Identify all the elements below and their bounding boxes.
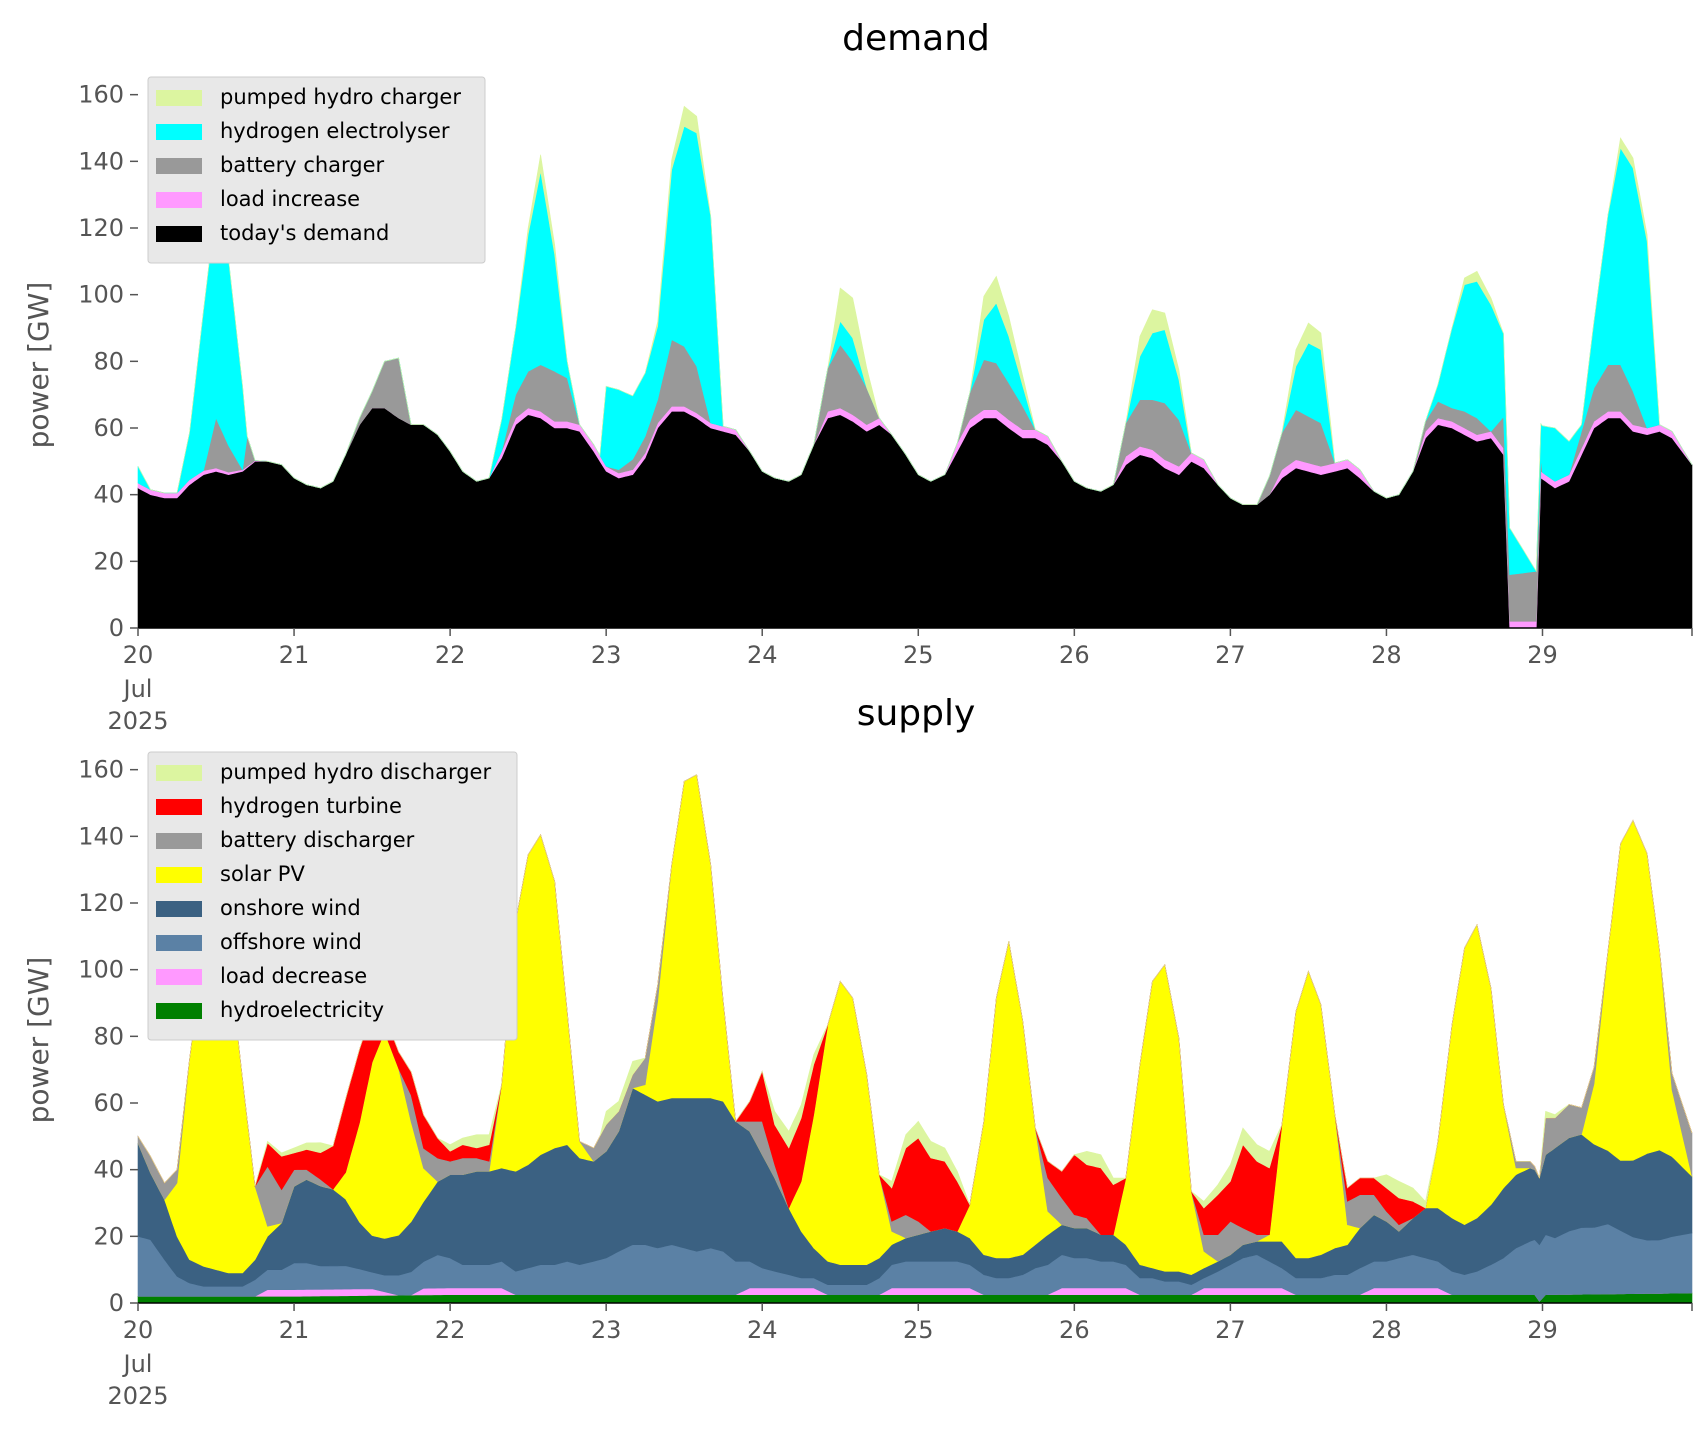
stacked-areas xyxy=(137,774,1693,1304)
y-tick-label: 40 xyxy=(93,481,124,509)
chart-title: supply xyxy=(857,693,976,734)
x-tick-label: 20 xyxy=(123,641,154,669)
y-tick-label: 80 xyxy=(93,1022,124,1050)
legend-label-load-decrease: load decrease xyxy=(220,964,367,988)
x-tick-label: 26 xyxy=(1059,1316,1090,1344)
legend-swatch-onshore-wind xyxy=(156,901,202,917)
legend-label-hydrogen-turbine: hydrogen turbine xyxy=(220,794,402,818)
legend-label-today-s-demand: today's demand xyxy=(220,221,389,245)
y-tick-label: 160 xyxy=(78,81,124,109)
legend-swatch-hydrogen-electrolyser xyxy=(156,124,202,140)
legend-swatch-solar-pv xyxy=(156,867,202,883)
legend-box xyxy=(147,76,486,264)
legend: pumped hydro discharger hydrogen turbine b… xyxy=(147,751,518,1041)
y-tick-label: 120 xyxy=(78,214,124,242)
legend-swatch-load-increase xyxy=(156,192,202,208)
legend-swatch-today-s-demand xyxy=(156,226,202,242)
legend-label-battery-charger: battery charger xyxy=(220,153,385,177)
legend-label-solar-pv: solar PV xyxy=(220,862,305,886)
legend-label-pumped-hydro-discharger: pumped hydro discharger xyxy=(220,760,491,784)
legend-label-hydrogen-electrolyser: hydrogen electrolyser xyxy=(220,119,450,143)
x-tick-label: 27 xyxy=(1215,1316,1246,1344)
legend-swatch-load-decrease xyxy=(156,969,202,985)
x-tick-label: 29 xyxy=(1527,1316,1558,1344)
legend: pumped hydro charger hydrogen electrolyse… xyxy=(147,76,486,264)
x-tick-sublabel: Jul xyxy=(122,1350,153,1378)
y-axis-label: power [GW] xyxy=(22,957,55,1124)
x-tick-label: 21 xyxy=(279,1316,310,1344)
legend-label-onshore-wind: onshore wind xyxy=(220,896,361,920)
area-pumped-hydro-charger xyxy=(137,105,1693,573)
x-tick-label: 23 xyxy=(591,641,622,669)
y-tick-label: 140 xyxy=(78,822,124,850)
legend-swatch-battery-charger xyxy=(156,158,202,174)
legend-swatch-offshore-wind xyxy=(156,935,202,951)
legend-label-offshore-wind: offshore wind xyxy=(220,930,362,954)
y-tick-label: 0 xyxy=(109,1289,124,1317)
x-tick-sublabel: Jul xyxy=(122,675,153,703)
x-tick-label: 20 xyxy=(123,1316,154,1344)
supply-panel: supply power [GW] 0204060801001201401602… xyxy=(22,693,1693,1410)
x-tick-label: 25 xyxy=(903,641,934,669)
x-tick-label: 24 xyxy=(747,641,778,669)
y-axis-label: power [GW] xyxy=(22,282,55,449)
y-tick-label: 160 xyxy=(78,756,124,784)
y-tick-label: 140 xyxy=(78,147,124,175)
x-tick-label: 21 xyxy=(279,641,310,669)
x-tick-label: 28 xyxy=(1371,641,1402,669)
x-tick-label: 24 xyxy=(747,1316,778,1344)
legend-label-pumped-hydro-charger: pumped hydro charger xyxy=(220,85,461,109)
x-tick-label: 22 xyxy=(435,1316,466,1344)
x-tick-label: 27 xyxy=(1215,641,1246,669)
x-tick-label: 22 xyxy=(435,641,466,669)
demand-panel: demand power [GW] 0204060801001201401602… xyxy=(22,18,1693,735)
x-tick-sublabel: 2025 xyxy=(107,1382,168,1410)
legend-swatch-pumped-hydro-charger xyxy=(156,90,202,106)
legend-box xyxy=(147,751,518,1041)
y-tick-label: 0 xyxy=(109,614,124,642)
x-tick-label: 26 xyxy=(1059,641,1090,669)
y-tick-label: 100 xyxy=(78,281,124,309)
y-tick-label: 100 xyxy=(78,956,124,984)
x-tick-label: 28 xyxy=(1371,1316,1402,1344)
x-tick-label: 23 xyxy=(591,1316,622,1344)
x-tick-label: 29 xyxy=(1527,641,1558,669)
chart-title: demand xyxy=(842,18,990,59)
legend-label-battery-discharger: battery discharger xyxy=(220,828,415,852)
y-tick-label: 60 xyxy=(93,1089,124,1117)
y-tick-label: 120 xyxy=(78,889,124,917)
area-pumped-hydro-discharger xyxy=(137,774,1693,1209)
y-tick-label: 40 xyxy=(93,1156,124,1184)
legend-label-load-increase: load increase xyxy=(220,187,360,211)
legend-swatch-hydrogen-turbine xyxy=(156,799,202,815)
y-tick-label: 20 xyxy=(93,547,124,575)
x-tick-sublabel: 2025 xyxy=(107,707,168,735)
legend-swatch-battery-discharger xyxy=(156,833,202,849)
y-tick-label: 60 xyxy=(93,414,124,442)
legend-swatch-hydroelectricity xyxy=(156,1003,202,1019)
x-tick-label: 25 xyxy=(903,1316,934,1344)
legend-swatch-pumped-hydro-discharger xyxy=(156,765,202,781)
y-tick-label: 80 xyxy=(93,347,124,375)
legend-label-hydroelectricity: hydroelectricity xyxy=(220,998,384,1022)
y-tick-label: 20 xyxy=(93,1222,124,1250)
